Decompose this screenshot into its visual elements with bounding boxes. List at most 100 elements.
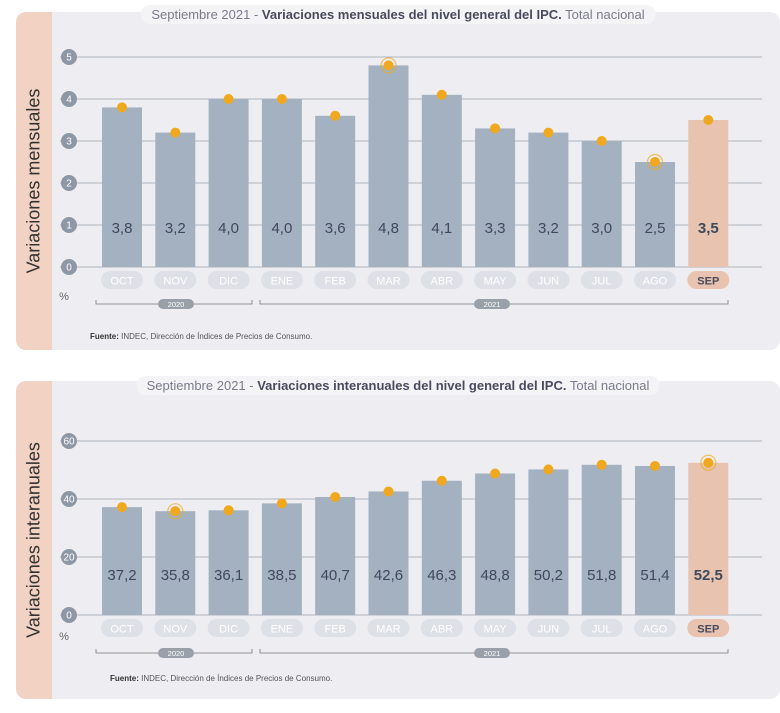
- month-pill: [634, 271, 676, 289]
- month-label: MAR: [376, 624, 401, 636]
- bar: [368, 491, 409, 615]
- bar: [315, 496, 356, 615]
- bar: [261, 503, 302, 615]
- tick-bubble: [61, 491, 77, 507]
- month-pill: [420, 619, 463, 637]
- bar: [635, 162, 675, 267]
- value-label: 52,5: [694, 567, 723, 584]
- side-tab: Variaciones interanuales: [16, 381, 52, 699]
- value-label: 51,4: [640, 567, 669, 584]
- data-point: [117, 502, 127, 513]
- value-label: 40,7: [321, 567, 350, 584]
- month-pill: [314, 271, 357, 289]
- bar: [155, 511, 196, 615]
- chart-title: Septiembre 2021 - Variaciones interanual…: [16, 376, 780, 395]
- month-pill: [687, 619, 730, 637]
- month-pill: [367, 271, 410, 289]
- data-point: [543, 464, 554, 475]
- tick-bubble: [61, 175, 77, 191]
- bar: [261, 99, 302, 267]
- data-point: [490, 468, 501, 479]
- dot-ring: [700, 454, 717, 471]
- month-pill: [527, 271, 570, 289]
- month-label: MAY: [484, 276, 508, 288]
- data-point: [223, 505, 234, 516]
- source-text: INDEC, Dirección de Índices de Precios d…: [118, 332, 313, 341]
- value-label: 3,5: [698, 220, 719, 237]
- value-label: 3,6: [325, 220, 346, 237]
- year-pill: [158, 299, 194, 309]
- month-pill: [101, 619, 143, 637]
- month-label: NOV: [163, 276, 188, 288]
- month-pill: [154, 271, 197, 289]
- bar: [102, 107, 142, 268]
- month-pill: [527, 619, 570, 637]
- y-tick-label: 0: [66, 263, 72, 274]
- month-label: MAR: [376, 276, 401, 288]
- value-label: 3,0: [591, 220, 612, 237]
- y-tick-label: 40: [63, 495, 75, 506]
- month-pill: [420, 271, 463, 289]
- value-label: 46,3: [427, 567, 456, 584]
- tick-bubble: [61, 433, 77, 449]
- data-point: [703, 115, 714, 125]
- value-label: 35,8: [161, 567, 190, 584]
- y-tick-label: 0: [66, 611, 72, 622]
- value-label: 3,8: [112, 220, 133, 237]
- data-point: [543, 127, 554, 138]
- title-suffix: Total nacional: [566, 378, 650, 393]
- dot-ring: [380, 57, 397, 74]
- month-label: JUN: [538, 624, 559, 636]
- value-label: 3,2: [165, 220, 186, 237]
- month-label: OCT: [110, 624, 134, 636]
- bar: [635, 465, 675, 615]
- month-pill: [634, 619, 676, 637]
- bar: [208, 510, 249, 615]
- data-point: [330, 491, 341, 502]
- bar: [421, 94, 462, 267]
- bar: [315, 115, 356, 267]
- monthly-plot: 0 1 2 3 4 5 3,8 OCT 3,2 NOV 4,0 DIC 4,0 ENE 3,6 FEB 4,8 M…: [59, 49, 762, 309]
- value-label: 4,0: [271, 220, 292, 237]
- month-pill: [367, 619, 410, 637]
- data-point: [703, 457, 714, 468]
- month-label: MAY: [484, 624, 508, 636]
- data-point: [276, 498, 287, 509]
- data-point: [170, 127, 181, 138]
- month-label: ABR: [430, 624, 453, 636]
- data-point: [436, 89, 447, 100]
- bar: [581, 141, 622, 267]
- source-note: Fuente: INDEC, Dirección de Índices de P…: [90, 332, 312, 341]
- data-point: [223, 94, 234, 104]
- source-text: INDEC, Dirección de Índices de Precios d…: [138, 674, 333, 683]
- data-point: [436, 475, 447, 486]
- month-label: JUL: [592, 624, 612, 636]
- month-label: NOV: [163, 624, 188, 636]
- month-label: SEP: [697, 624, 719, 636]
- data-point: [117, 102, 127, 113]
- month-pill: [314, 619, 357, 637]
- month-label: SEP: [697, 276, 719, 288]
- value-label: 3,3: [485, 220, 506, 237]
- value-label: 38,5: [267, 567, 296, 584]
- month-pill: [474, 271, 517, 289]
- value-label: 4,1: [431, 220, 452, 237]
- unit-label: %: [59, 291, 69, 303]
- month-pill: [580, 271, 623, 289]
- dot-ring: [167, 503, 184, 520]
- bar: [688, 120, 729, 267]
- bar: [528, 469, 569, 615]
- month-pill: [260, 271, 303, 289]
- value-label: 50,2: [534, 567, 563, 584]
- title-suffix: Total nacional: [561, 7, 645, 22]
- side-tab: Variaciones mensuales: [16, 12, 52, 350]
- tick-bubble: [61, 133, 77, 149]
- annual-plot: 0 20 40 60 37,2 OCT 35,8 NOV 36,1 DIC 38,5 ENE 40,7 F…: [59, 433, 762, 658]
- data-point: [330, 110, 341, 121]
- unit-label: %: [59, 631, 69, 643]
- bar: [421, 480, 462, 615]
- month-label: JUL: [592, 276, 612, 288]
- bar: [475, 473, 516, 615]
- value-label: 48,8: [480, 567, 509, 584]
- chart-title: Septiembre 2021 - Variaciones mensuales …: [16, 5, 780, 24]
